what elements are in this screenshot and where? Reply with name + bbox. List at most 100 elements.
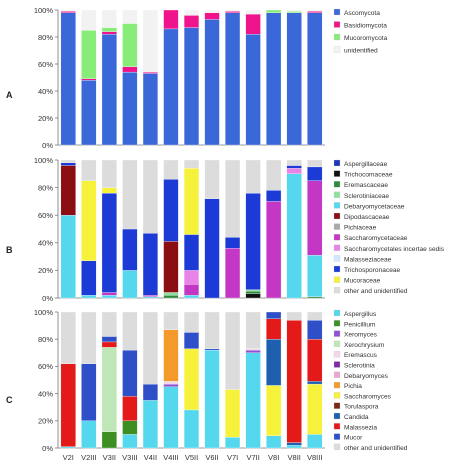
bar-segment [183, 234, 200, 271]
legend-swatch [333, 191, 341, 198]
x-tick-label: V8I [268, 453, 279, 462]
bar-segment [225, 12, 241, 146]
bar-segment [245, 13, 261, 35]
legend-entry: Debaryomyces [344, 373, 389, 380]
bar-segment [225, 159, 241, 238]
legend-entry: Mucor [344, 435, 363, 442]
bar-segment [183, 311, 200, 333]
bar-segment [101, 192, 117, 293]
bar-segment [286, 445, 302, 449]
bar-segment [101, 341, 117, 348]
bar-segment [245, 34, 261, 146]
legend-swatch [333, 443, 341, 451]
bar-segment [266, 339, 282, 386]
bar-segment [245, 290, 261, 295]
bar-segment [60, 363, 76, 447]
legend-entry: Basidiomycota [344, 23, 387, 30]
bar-segment [225, 436, 241, 449]
bar-segment [122, 66, 138, 73]
bar-segment [286, 320, 302, 443]
legend-swatch [333, 351, 341, 358]
bar-segment [307, 166, 323, 181]
legend-entry: Dipodascaceae [344, 214, 390, 221]
bar-segment [81, 363, 97, 421]
bar-segment [204, 198, 220, 299]
bar-segment [163, 295, 179, 299]
y-tick-label: 20% [38, 417, 53, 426]
bar-segment [245, 293, 261, 299]
y-tick-label: 60% [38, 60, 53, 69]
bar-segment [81, 30, 97, 79]
bar-segment [204, 9, 220, 13]
bar-segment [266, 435, 282, 449]
y-tick-label: 80% [38, 33, 53, 42]
bar-segment [183, 348, 200, 411]
bar-segment [101, 34, 117, 146]
legend-swatch [333, 330, 341, 337]
legend-entry: Penicillium [344, 321, 376, 328]
bar-segment [81, 295, 97, 299]
bar-segment [101, 311, 117, 337]
x-tick-label: V5II [185, 453, 198, 462]
legend-swatch [333, 181, 341, 188]
bar-segment [183, 159, 200, 169]
bar-segment [204, 19, 220, 146]
legend-swatch [333, 46, 341, 53]
legend-entry: Xeromyces [344, 332, 378, 339]
bar-segment [163, 179, 179, 242]
bar-segment [81, 80, 97, 146]
legend-entry: Ascomycota [344, 10, 380, 17]
legend-entry: Candida [344, 414, 369, 421]
x-tick-label: V8III [307, 453, 322, 462]
bar-segment [183, 295, 200, 299]
legend-entry: Malassezia [344, 424, 377, 431]
legend-swatch [333, 212, 341, 220]
bar-segment [307, 434, 323, 449]
bar-segment [183, 9, 200, 16]
bar-segment [142, 71, 158, 74]
bar-segment [286, 159, 302, 166]
x-tick-label: V7I [227, 453, 238, 462]
bar-segment [60, 446, 76, 449]
panel-label: A [6, 90, 13, 100]
legend-entry: Trichosporonaceae [344, 267, 401, 274]
bar-segment [245, 289, 261, 292]
bar-segment [163, 28, 179, 146]
bar-segment [163, 383, 179, 387]
bar-segment [307, 296, 323, 299]
legend-swatch [333, 402, 341, 409]
legend-swatch [333, 320, 341, 327]
bar-segment [122, 396, 138, 421]
bar-segment [307, 311, 323, 321]
bar-segment [101, 431, 117, 449]
bar-segment [60, 162, 76, 166]
bar-segment [266, 9, 282, 13]
y-tick-label: 0% [42, 141, 53, 150]
legend-entry: Aspergillus [344, 311, 377, 318]
bar-segment [245, 311, 261, 349]
legend-entry: Torulaspora [344, 404, 379, 411]
bar-segment [163, 381, 179, 385]
bar-segment [163, 9, 179, 30]
x-tick-label: V2I [63, 453, 74, 462]
bar-segment [266, 201, 282, 299]
bar-segment [122, 159, 138, 230]
bar-segment [122, 9, 138, 24]
legend-entry: Xerochrysium [344, 342, 385, 349]
bar-segment [245, 352, 261, 449]
bar-segment [204, 311, 220, 349]
bar-segment [122, 270, 138, 299]
bar-segment [225, 9, 241, 12]
bar-segment [142, 232, 158, 296]
bar-segment [266, 385, 282, 436]
bar-segment [163, 386, 179, 449]
y-tick-label: 0% [42, 294, 53, 303]
legend-swatch [333, 276, 341, 283]
legend-swatch [333, 159, 341, 167]
legend-entry: Saccharomycetaceae [344, 235, 408, 242]
y-tick-label: 100% [34, 156, 54, 165]
y-tick-label: 20% [38, 266, 53, 275]
bar-segment [60, 165, 76, 216]
bar-segment [142, 400, 158, 449]
